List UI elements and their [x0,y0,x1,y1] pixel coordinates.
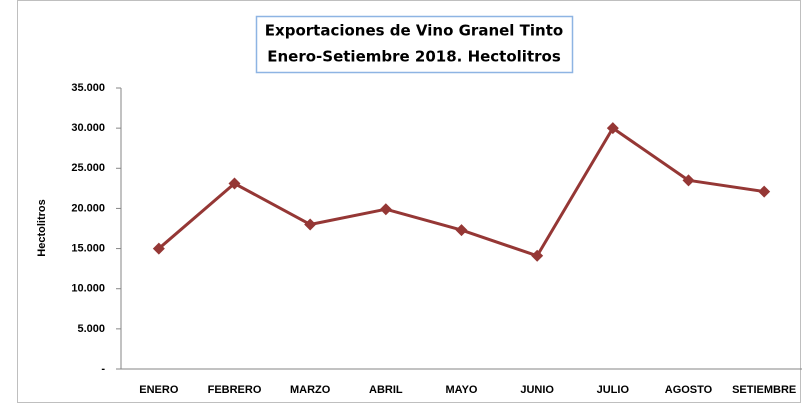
marker [606,122,619,135]
x-tick-label: MAYO [446,384,478,396]
y-tick-label: 30.000 [71,122,105,134]
chart-title: Exportaciones de Vino Granel Tinto [265,22,563,40]
marker [531,249,544,262]
x-tick-label: JULIO [597,384,630,396]
marker [379,203,392,216]
y-tick-label: 35.000 [71,82,105,94]
x-tick-label: ABRIL [369,384,403,396]
title-box [255,15,574,74]
y-tick-label: - [101,363,105,375]
x-tick-label: ENERO [139,384,179,396]
y-tick-label: 15.000 [71,242,105,254]
x-tick-label: MARZO [290,384,331,396]
x-tick-label: JUNIO [520,384,554,396]
y-tick-label: 25.000 [71,162,105,174]
marker [228,177,241,190]
marker [304,218,317,231]
y-tick-label: 20.000 [71,202,105,214]
x-tick-label: SETIEMBRE [732,384,796,396]
marker [682,174,695,187]
y-axis-label: Hectolitros [36,199,48,256]
x-tick-label: FEBRERO [208,384,262,396]
y-tick-label: 5.000 [77,323,105,335]
marker [758,185,771,198]
y-tick-label: 10.000 [71,283,105,295]
chart-subtitle: Enero-Setiembre 2018. Hectolitros [267,48,561,66]
x-tick-label: AGOSTO [665,384,713,396]
marker [152,242,165,255]
marker [455,224,468,237]
